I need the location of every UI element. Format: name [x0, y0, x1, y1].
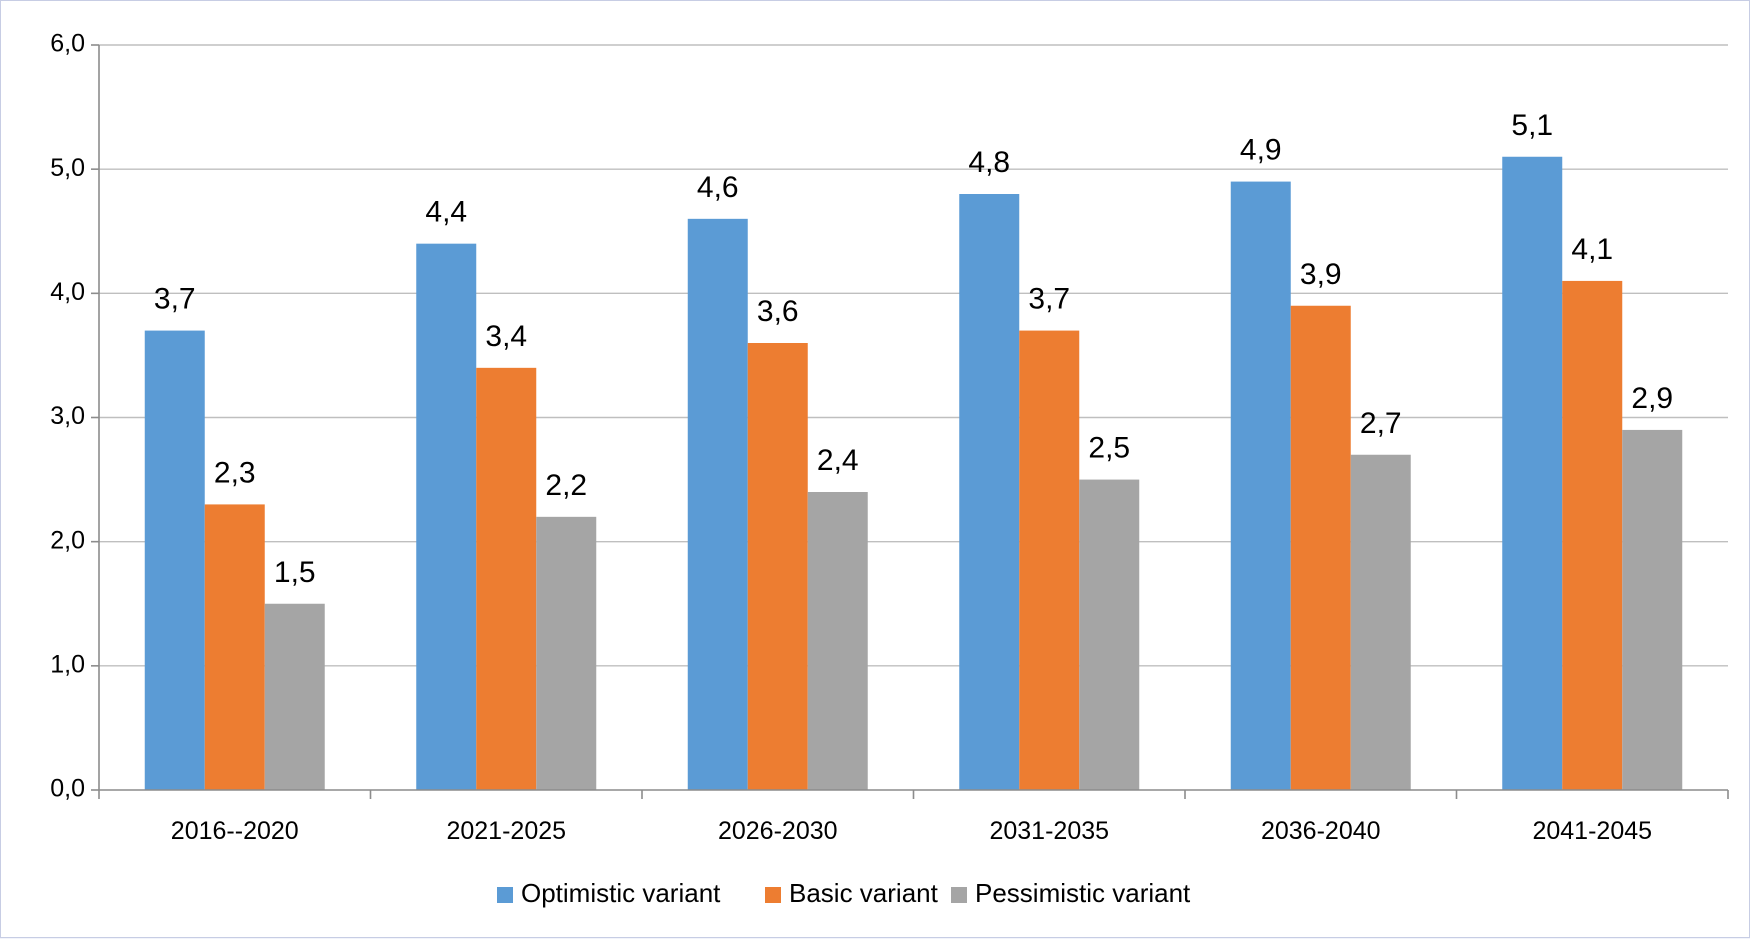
bar-pessimistic-variant — [1350, 454, 1411, 790]
bar-optimistic-variant — [687, 218, 748, 791]
bar-optimistic-variant — [959, 194, 1020, 790]
data-labels: 3,7 2,3 1,5 4,4 3,4 2,2 4,6 3,6 2,4 4,8 3,7 2,5 4,9 3… — [154, 109, 1673, 589]
bars — [144, 156, 1683, 791]
bar-pessimistic-variant — [264, 603, 325, 790]
legend-swatch — [951, 887, 967, 903]
bar-optimistic-variant — [1502, 156, 1563, 790]
y-tick-label: 3,0 — [50, 402, 85, 430]
legend-swatch — [765, 887, 781, 903]
x-tick-label: 2031-2035 — [989, 817, 1109, 845]
bar-pessimistic-variant — [807, 492, 868, 790]
data-label: 4,6 — [697, 171, 739, 204]
bar-pessimistic-variant — [1622, 429, 1683, 790]
x-tick-label: 2036-2040 — [1261, 817, 1381, 845]
bar-basic-variant — [1290, 305, 1351, 790]
bar-optimistic-variant — [1230, 181, 1291, 791]
data-label: 1,5 — [274, 556, 316, 589]
data-label: 2,4 — [817, 444, 859, 477]
bar-optimistic-variant — [144, 330, 205, 790]
legend-label: Basic variant — [789, 878, 939, 908]
bar-basic-variant — [747, 343, 808, 790]
bar-pessimistic-variant — [1079, 479, 1140, 790]
data-label: 4,9 — [1240, 134, 1282, 167]
y-tick-label: 0,0 — [50, 775, 85, 803]
y-tick-label: 2,0 — [50, 526, 85, 554]
y-tick-label: 4,0 — [50, 278, 85, 306]
x-tick-label: 2016--2020 — [171, 817, 299, 845]
data-label: 3,6 — [757, 295, 799, 328]
bar-pessimistic-variant — [536, 516, 597, 790]
data-label: 3,7 — [1028, 283, 1070, 316]
y-tick-label: 1,0 — [50, 650, 85, 678]
bar-basic-variant — [476, 367, 537, 790]
data-label: 2,7 — [1360, 407, 1402, 440]
x-tick-label: 2021-2025 — [446, 817, 566, 845]
y-tick-label: 6,0 — [50, 30, 85, 58]
legend-label: Pessimistic variant — [975, 878, 1191, 908]
data-label: 4,4 — [425, 196, 467, 229]
data-label: 2,2 — [545, 469, 587, 502]
x-tick-label: 2026-2030 — [718, 817, 838, 845]
bar-optimistic-variant — [416, 243, 477, 790]
data-label: 4,1 — [1571, 233, 1613, 266]
data-label: 2,9 — [1631, 382, 1673, 415]
legend-label: Optimistic variant — [521, 878, 721, 908]
legend: Optimistic variant Basic variant Pessimist… — [497, 878, 1191, 908]
data-label: 4,8 — [968, 146, 1010, 179]
data-label: 5,1 — [1511, 109, 1553, 142]
data-label: 3,9 — [1300, 258, 1342, 291]
data-label: 3,7 — [154, 283, 196, 316]
bar-basic-variant — [204, 504, 265, 790]
bar-basic-variant — [1019, 330, 1080, 790]
data-label: 2,3 — [214, 456, 256, 489]
y-tick-label: 5,0 — [50, 154, 85, 182]
data-label: 2,5 — [1088, 432, 1130, 465]
data-label: 3,4 — [485, 320, 527, 353]
x-tick-label: 2041-2045 — [1532, 817, 1652, 845]
gridlines — [99, 44, 1728, 667]
bar-basic-variant — [1562, 280, 1623, 790]
axes: 0,0 1,0 2,0 3,0 4,0 5,0 6,0 2016--2020 2021-2025… — [50, 30, 1729, 845]
legend-swatch — [497, 887, 513, 903]
